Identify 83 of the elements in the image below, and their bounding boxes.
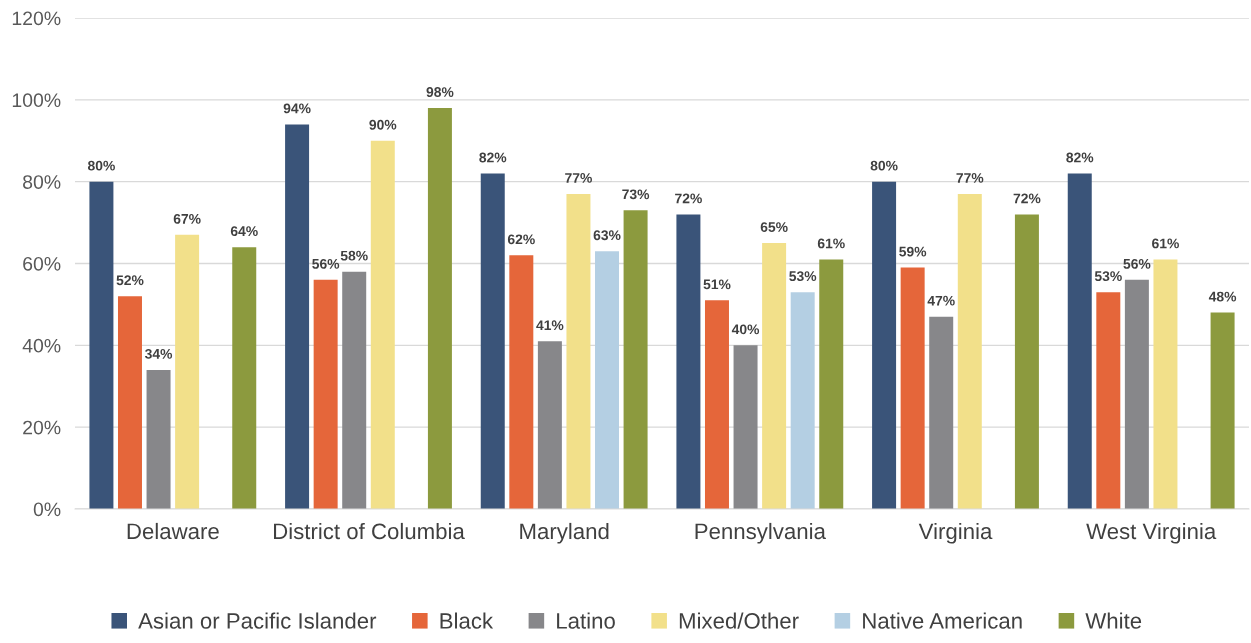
x-tick-label: Pennsylvania: [695, 522, 826, 544]
data-label: 62%: [507, 234, 535, 245]
y-tick-label: 0%: [33, 502, 61, 517]
bar: [595, 251, 620, 509]
bar: [232, 247, 257, 509]
bar: [427, 108, 452, 509]
data-label: 64%: [230, 226, 258, 237]
legend-label: Mixed/Other: [679, 612, 799, 629]
data-label: 53%: [789, 271, 817, 282]
bar: [566, 193, 591, 509]
data-label: 61%: [817, 238, 845, 249]
bar: [676, 214, 701, 509]
y-tick-label: 120%: [12, 11, 61, 26]
data-label: 63%: [593, 230, 621, 241]
bar: [1014, 214, 1039, 509]
x-tick-label: Delaware: [127, 522, 219, 540]
x-tick-label: West Virginia: [1086, 522, 1217, 544]
data-label: 73%: [622, 189, 650, 200]
data-label: 72%: [1013, 193, 1041, 204]
bar: [1096, 292, 1121, 509]
data-label: 53%: [1094, 271, 1122, 282]
data-label: 61%: [1152, 238, 1179, 249]
bar: [175, 234, 200, 509]
data-label: 94%: [283, 103, 311, 114]
y-tick-label: 100%: [12, 93, 61, 108]
data-label: 34%: [144, 348, 173, 359]
bar: [790, 292, 815, 509]
bar: [370, 140, 395, 509]
y-tick-label: 80%: [23, 175, 61, 189]
bar: [1210, 312, 1235, 509]
data-label: 47%: [927, 295, 955, 306]
bar: [509, 255, 534, 509]
data-label: 72%: [675, 193, 702, 204]
bar: [342, 271, 367, 509]
bar: [117, 296, 142, 509]
data-label: 65%: [760, 222, 788, 232]
data-label: 52%: [116, 275, 144, 286]
bar: [704, 300, 729, 509]
data-label: 67%: [173, 213, 201, 224]
bar: [957, 193, 982, 509]
data-label: 82%: [479, 152, 507, 163]
bar: [313, 279, 338, 509]
y-tick-label: 40%: [22, 338, 61, 353]
data-label: 51%: [703, 279, 731, 290]
bar: [929, 316, 954, 509]
bar: [1124, 279, 1149, 509]
data-label: 48%: [1208, 291, 1237, 302]
bar: [480, 173, 505, 509]
bar: [900, 267, 925, 509]
x-tick-label: Virginia: [918, 522, 993, 544]
data-label: 80%: [87, 160, 115, 171]
data-label: 58%: [340, 250, 368, 261]
legend-label: White: [1085, 612, 1142, 629]
legend-label: Black: [440, 612, 494, 629]
bar: [89, 181, 114, 509]
bar: [537, 341, 562, 509]
data-label: 41%: [536, 320, 564, 331]
data-label: 80%: [870, 160, 898, 171]
bar: [819, 259, 844, 509]
bar: [872, 181, 897, 509]
bar: [1153, 259, 1178, 509]
bar: [733, 345, 758, 509]
bar: [762, 243, 787, 509]
data-label: 56%: [1123, 258, 1151, 269]
data-label: 59%: [899, 246, 927, 257]
data-label: 90%: [369, 119, 397, 130]
y-tick-label: 60%: [23, 256, 61, 271]
data-label: 77%: [565, 173, 592, 183]
bar: [146, 369, 171, 509]
y-tick-label: 20%: [23, 420, 61, 435]
data-label: 56%: [312, 258, 340, 269]
data-label: 82%: [1066, 152, 1094, 163]
x-tick-label: District of Columbia: [274, 522, 465, 540]
legend-label: Asian or Pacific Islander: [138, 612, 377, 629]
bar: [623, 210, 648, 509]
legend-label: Latino: [557, 612, 615, 629]
data-label: 98%: [426, 87, 454, 97]
legend-label: Native American: [863, 612, 1022, 629]
bar: [285, 124, 310, 509]
bar: [1067, 173, 1092, 509]
data-label: 40%: [731, 324, 760, 335]
data-label: 77%: [956, 173, 984, 183]
x-tick-label: Maryland: [520, 522, 609, 544]
